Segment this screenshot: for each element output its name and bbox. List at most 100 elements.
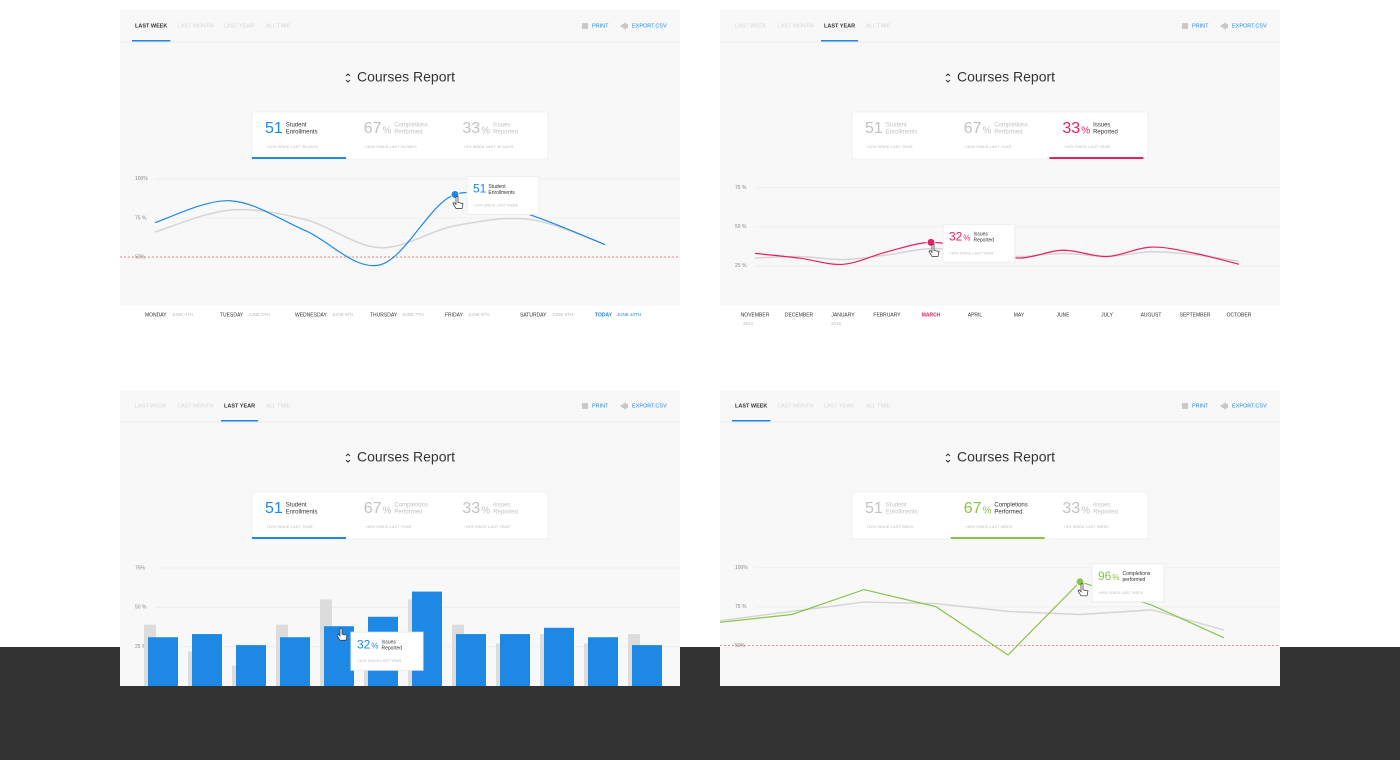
sort-icon[interactable] (345, 73, 351, 83)
tab[interactable]: LAST WEEK (135, 23, 167, 29)
stat-label: Performed (994, 130, 1022, 136)
print-icon[interactable] (1182, 23, 1188, 29)
print-icon[interactable] (1182, 403, 1188, 409)
y-tick-label: 50 % (135, 605, 147, 611)
export-button[interactable]: EXPORT.CSV (632, 403, 667, 409)
x-tick-date: JUNE 9TH (551, 312, 573, 317)
export-button[interactable]: EXPORT.CSV (1232, 23, 1267, 29)
tooltip-label: Issues (381, 640, 396, 646)
x-tick-label: THURSDAY (370, 312, 398, 318)
export-icon[interactable] (1220, 22, 1228, 30)
x-tick-label: JULY (1101, 312, 1114, 318)
x-tick-label: AUGUST (1141, 312, 1162, 318)
print-icon[interactable] (582, 23, 588, 29)
stat-note: +12% SINCE LAST 30 DAYS (266, 144, 318, 149)
print-icon[interactable] (582, 403, 588, 409)
y-tick-label: 75 % (135, 215, 147, 221)
stats-box (251, 491, 549, 540)
y-tick-label: 75 % (735, 185, 747, 191)
active-stat-underline (252, 157, 346, 159)
tab[interactable]: LAST MONTH (778, 403, 813, 409)
tab[interactable]: LAST YEAR (224, 403, 255, 409)
y-tick-label: 100% (735, 565, 748, 571)
stat-note: +46% SINCE LAST YEAR (965, 144, 1012, 149)
tab[interactable]: LAST MONTH (778, 23, 813, 29)
stat-label: Completions (394, 123, 427, 129)
tab[interactable]: LAST WEEK (735, 23, 767, 29)
tab[interactable]: LAST MONTH (178, 403, 213, 409)
tooltip-label: performed (1122, 577, 1145, 583)
stat-unit: % (382, 126, 391, 137)
stat-unit: % (481, 126, 490, 137)
tooltip-value: 51 (473, 182, 487, 196)
tooltip-label: Student (488, 184, 506, 190)
x-tick-label: OCTOBER (1227, 312, 1252, 318)
tab[interactable]: LAST YEAR (824, 403, 854, 409)
stats-box (251, 111, 549, 160)
stat-label: Student (886, 503, 907, 509)
tab[interactable]: LAST WEEK (135, 403, 167, 409)
tooltip-unit: % (963, 234, 970, 243)
bar (148, 637, 178, 686)
stat-label: Reported (1093, 510, 1118, 516)
stat-label: Enrollments (886, 510, 918, 516)
stat-value: 67 (364, 500, 382, 517)
y-tick-label: 75 % (735, 604, 747, 610)
x-tick-label: NOVEMBER (741, 312, 770, 318)
stat-unit: % (481, 506, 490, 517)
x-tick-date: JUNE 5TH (248, 312, 270, 317)
active-stat-underline (1049, 157, 1144, 159)
stat-label: Reported (493, 130, 518, 136)
tooltip-label: Reported (973, 238, 994, 244)
report-panel: LAST WEEK LAST MONTH LAST YEAR ALL TIME PRIN… (720, 10, 1280, 326)
stat-label: Issues (493, 503, 510, 509)
stat-label: Enrollments (886, 130, 918, 136)
export-button[interactable]: EXPORT.CSV (1232, 403, 1267, 409)
tab[interactable]: ALL TIME (866, 23, 890, 29)
print-button[interactable]: PRINT (1192, 403, 1209, 409)
report-panel: LAST WEEK LAST MONTH LAST YEAR ALL TIME PRIN… (120, 10, 680, 318)
bar (632, 645, 662, 686)
stat-label: Student (286, 123, 307, 129)
tab[interactable]: LAST YEAR (224, 23, 254, 29)
x-tick-label: SEPTEMBER (1180, 312, 1211, 318)
tab[interactable]: ALL TIME (266, 403, 290, 409)
stat-note: +46% SINCE LAST WEEK (965, 524, 1013, 529)
hand-cursor (1077, 583, 1089, 597)
export-icon[interactable] (620, 22, 628, 30)
tooltip-label: Issues (973, 232, 988, 238)
stat-note: +46% SINCE LAST YEAR (365, 524, 412, 529)
tooltip-note: +12% SINCE LAST WEEK (473, 203, 519, 207)
stat-note: +12% SINCE LAST YEAR (266, 524, 313, 529)
sort-icon[interactable] (345, 453, 351, 463)
stat-label: Completions (994, 503, 1027, 509)
y-tick-label: 25 % (135, 644, 147, 650)
tab[interactable]: LAST YEAR (824, 23, 855, 29)
export-button[interactable]: EXPORT.CSV (632, 23, 667, 29)
stat-note: +16% SINCE LAST YEAR (463, 524, 510, 529)
print-button[interactable]: PRINT (592, 23, 609, 29)
hand-cursor (928, 244, 940, 257)
tooltip-value: 32 (949, 230, 963, 244)
stat-label: Student (886, 123, 907, 129)
print-button[interactable]: PRINT (592, 403, 609, 409)
stat-value: 51 (265, 120, 283, 137)
stat-value: 33 (462, 500, 480, 517)
tooltip-value: 32 (357, 637, 371, 651)
stat-unit: % (1081, 506, 1090, 517)
report-title: Courses Report (357, 69, 455, 85)
export-icon[interactable] (620, 402, 628, 410)
bar (500, 634, 530, 686)
tab[interactable]: LAST MONTH (178, 23, 213, 29)
sort-icon[interactable] (945, 73, 951, 83)
print-button[interactable]: PRINT (1192, 23, 1209, 29)
tab[interactable]: LAST WEEK (735, 403, 767, 409)
bar (588, 637, 618, 686)
tab[interactable]: ALL TIME (866, 403, 890, 409)
export-icon[interactable] (1220, 402, 1228, 410)
bar (544, 627, 574, 686)
sort-icon[interactable] (945, 453, 951, 463)
report-title: Courses Report (957, 69, 1055, 85)
tab[interactable]: ALL TIME (266, 23, 290, 29)
stat-label: Reported (1093, 130, 1118, 136)
